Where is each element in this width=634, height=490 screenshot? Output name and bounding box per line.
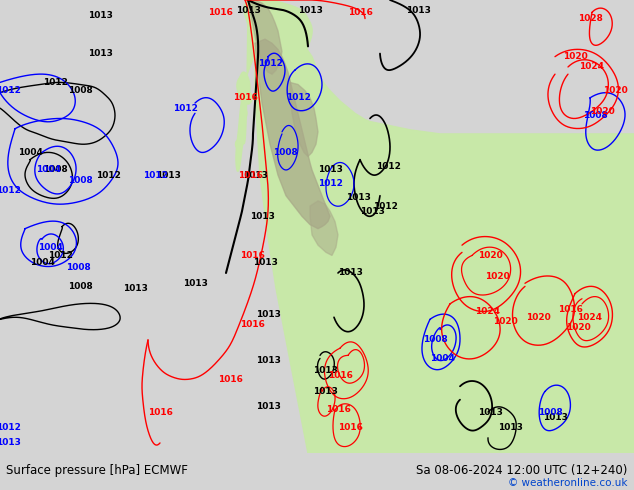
Text: 1013: 1013 bbox=[498, 423, 522, 432]
Text: 1012: 1012 bbox=[96, 171, 120, 180]
Ellipse shape bbox=[235, 140, 240, 148]
Text: 1012: 1012 bbox=[373, 201, 398, 211]
Text: 1013: 1013 bbox=[313, 367, 337, 375]
Polygon shape bbox=[248, 0, 282, 74]
Text: 1008: 1008 bbox=[68, 86, 93, 95]
Text: 1008: 1008 bbox=[68, 176, 93, 185]
Text: 1012: 1012 bbox=[172, 104, 197, 113]
Text: 1012: 1012 bbox=[0, 186, 20, 195]
Text: 1012: 1012 bbox=[42, 78, 67, 87]
Text: 1016: 1016 bbox=[233, 94, 257, 102]
Text: 1012: 1012 bbox=[257, 59, 282, 69]
Text: 1008: 1008 bbox=[583, 111, 607, 120]
Text: 1013: 1013 bbox=[256, 310, 280, 318]
Text: 1024: 1024 bbox=[476, 307, 500, 316]
Text: 1012: 1012 bbox=[375, 162, 401, 171]
Text: 1024: 1024 bbox=[579, 62, 604, 72]
Text: 1012: 1012 bbox=[285, 94, 311, 102]
Text: 1020: 1020 bbox=[590, 107, 614, 116]
Text: 1013: 1013 bbox=[87, 49, 112, 58]
Text: 1020: 1020 bbox=[566, 323, 590, 332]
Text: 1016: 1016 bbox=[326, 406, 351, 415]
Text: 1004: 1004 bbox=[30, 258, 55, 267]
Polygon shape bbox=[236, 0, 258, 171]
Text: 1013: 1013 bbox=[250, 212, 275, 221]
Ellipse shape bbox=[240, 124, 245, 133]
Text: 1016: 1016 bbox=[148, 408, 172, 416]
Text: 1016: 1016 bbox=[240, 251, 264, 260]
Text: 1012: 1012 bbox=[48, 251, 72, 260]
Text: 1008: 1008 bbox=[273, 148, 297, 157]
Text: Surface pressure [hPa] ECMWF: Surface pressure [hPa] ECMWF bbox=[6, 465, 188, 477]
Text: Sa 08-06-2024 12:00 UTC (12+240): Sa 08-06-2024 12:00 UTC (12+240) bbox=[417, 465, 628, 477]
Polygon shape bbox=[237, 72, 250, 103]
Text: 1013: 1013 bbox=[183, 279, 207, 288]
Text: 1016: 1016 bbox=[217, 374, 242, 384]
Polygon shape bbox=[255, 39, 330, 229]
Text: 1004: 1004 bbox=[18, 148, 42, 157]
Text: 1016: 1016 bbox=[240, 320, 264, 329]
Text: 1012: 1012 bbox=[0, 86, 20, 95]
Text: 1013: 1013 bbox=[256, 356, 280, 365]
Text: 1013: 1013 bbox=[543, 413, 567, 422]
Text: 1020: 1020 bbox=[484, 271, 509, 281]
Text: 1008: 1008 bbox=[42, 166, 67, 174]
Text: 1012: 1012 bbox=[0, 423, 20, 432]
Text: 1020: 1020 bbox=[477, 251, 502, 260]
Text: 1004: 1004 bbox=[37, 243, 62, 252]
Polygon shape bbox=[306, 307, 340, 392]
Text: 1020: 1020 bbox=[493, 317, 517, 326]
Text: 1016: 1016 bbox=[337, 423, 363, 432]
Text: 1020: 1020 bbox=[603, 86, 628, 95]
Text: 1013: 1013 bbox=[318, 166, 342, 174]
Text: 1013: 1013 bbox=[236, 6, 261, 15]
Text: 1013: 1013 bbox=[346, 193, 370, 202]
Text: 1013: 1013 bbox=[0, 439, 20, 447]
Text: © weatheronline.co.uk: © weatheronline.co.uk bbox=[508, 478, 628, 488]
Text: 1013: 1013 bbox=[256, 402, 280, 412]
Text: 1013: 1013 bbox=[243, 171, 268, 180]
Text: 1013: 1013 bbox=[406, 6, 430, 15]
Text: 1020: 1020 bbox=[562, 52, 587, 61]
Text: 1008: 1008 bbox=[66, 263, 91, 272]
Text: 1013: 1013 bbox=[297, 6, 323, 15]
Text: 1013: 1013 bbox=[122, 284, 148, 293]
Text: 1013: 1013 bbox=[252, 258, 278, 267]
Text: 1013: 1013 bbox=[155, 171, 181, 180]
Polygon shape bbox=[244, 0, 312, 73]
Text: 1012: 1012 bbox=[143, 171, 167, 180]
Polygon shape bbox=[310, 201, 338, 255]
Text: 1016: 1016 bbox=[328, 371, 353, 381]
Text: 1008: 1008 bbox=[423, 336, 448, 344]
Text: 1016: 1016 bbox=[207, 8, 233, 17]
Text: 1020: 1020 bbox=[526, 313, 550, 322]
Text: 1013: 1013 bbox=[359, 207, 384, 216]
Text: 1004: 1004 bbox=[36, 166, 60, 174]
Ellipse shape bbox=[244, 92, 252, 104]
Text: 1016: 1016 bbox=[238, 171, 262, 180]
Text: 1012: 1012 bbox=[318, 179, 342, 188]
Text: 1016: 1016 bbox=[347, 8, 372, 17]
Polygon shape bbox=[255, 34, 634, 453]
Text: 1028: 1028 bbox=[578, 14, 602, 23]
Text: 1013: 1013 bbox=[477, 408, 502, 416]
Text: 1008: 1008 bbox=[68, 282, 93, 291]
Text: 1013: 1013 bbox=[313, 387, 337, 396]
Ellipse shape bbox=[241, 108, 247, 119]
Text: 1008: 1008 bbox=[538, 408, 562, 416]
Text: 1024: 1024 bbox=[578, 313, 602, 322]
Text: 1016: 1016 bbox=[557, 304, 583, 314]
Text: 1004: 1004 bbox=[430, 354, 455, 363]
Text: 1013: 1013 bbox=[87, 11, 112, 20]
Polygon shape bbox=[290, 82, 318, 157]
Text: 1013: 1013 bbox=[337, 269, 363, 277]
